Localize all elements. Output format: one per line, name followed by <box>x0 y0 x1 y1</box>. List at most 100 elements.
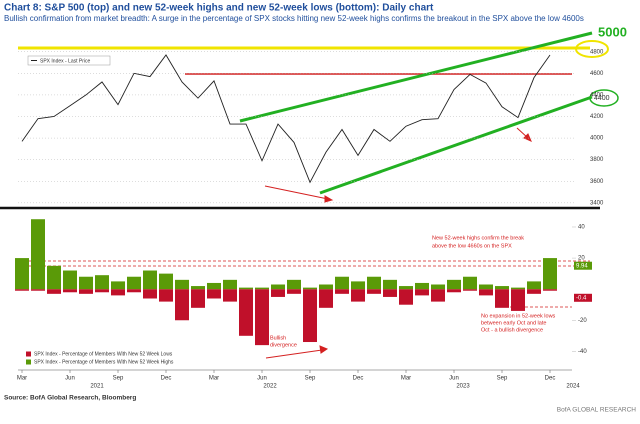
bar <box>207 289 221 299</box>
bar <box>399 286 413 290</box>
bar <box>479 284 493 290</box>
bar <box>511 289 525 311</box>
bar <box>143 289 157 299</box>
bar <box>111 289 125 296</box>
bar <box>463 289 477 291</box>
brand: BofA GLOBAL RESEARCH <box>557 407 637 414</box>
bar <box>351 289 365 302</box>
bar <box>239 287 253 290</box>
bar <box>127 276 141 290</box>
y-tick-label: 4600 <box>590 71 604 77</box>
annotation: 5000 <box>598 24 627 39</box>
bar <box>191 289 205 308</box>
bar <box>239 289 253 336</box>
y-tick-label: 3400 <box>590 200 604 206</box>
highlight <box>575 40 609 58</box>
bar <box>175 279 189 290</box>
y-tick-label: -20 <box>578 318 587 324</box>
bar <box>63 289 77 293</box>
bar <box>335 289 349 294</box>
bar <box>479 289 493 296</box>
bar <box>431 284 445 290</box>
bar <box>431 289 445 302</box>
legend-label: SPX Index - Percentage of Members With N… <box>34 359 174 365</box>
bar <box>303 289 317 343</box>
bar <box>191 286 205 290</box>
bar <box>175 289 189 321</box>
bar <box>255 289 269 346</box>
legend-label: SPX Index - Percentage of Members With N… <box>34 351 173 357</box>
bar <box>15 258 29 290</box>
bar <box>383 279 397 290</box>
bar <box>111 281 125 290</box>
legend-box <box>27 55 111 66</box>
bar <box>47 289 61 294</box>
bar <box>159 289 173 302</box>
bar <box>271 284 285 290</box>
channel-lower <box>319 95 593 195</box>
bar <box>223 289 237 302</box>
chart-title: Chart 8: S&P 500 (top) and new 52-week h… <box>4 3 434 14</box>
annotation: divergence <box>270 342 297 348</box>
bar <box>95 275 109 290</box>
last-value-box <box>574 261 592 270</box>
y-tick-label: 3800 <box>590 157 604 163</box>
y-tick-label: 4800 <box>590 49 604 55</box>
annotation: Oct - a bullish divergence <box>481 327 543 333</box>
legend-swatch <box>26 351 31 357</box>
bar <box>527 289 541 294</box>
bar <box>495 289 509 308</box>
bar <box>399 289 413 305</box>
annotation: No expansion in 52-week lows <box>481 313 556 319</box>
y-tick-label: 4200 <box>590 114 604 120</box>
y-tick-label: 20 <box>578 256 585 262</box>
year-label: 2023 <box>456 384 470 390</box>
x-tick-label: Dec <box>161 376 172 382</box>
x-tick-label: Dec <box>545 376 556 382</box>
x-tick-label: Dec <box>353 376 364 382</box>
chart-subtitle: Bullish confirmation from market breadth… <box>4 14 584 23</box>
bar <box>543 258 557 290</box>
x-tick-label: Mar <box>209 376 219 382</box>
channel-upper <box>239 31 593 123</box>
x-tick-label: Mar <box>17 376 27 382</box>
y-tick-label: 4400 <box>590 92 604 98</box>
y-tick-label: 3600 <box>590 179 604 185</box>
bar <box>447 289 461 293</box>
x-tick-label: Mar <box>401 376 411 382</box>
bar <box>15 289 29 291</box>
bar <box>511 287 525 290</box>
annotation: Bullish <box>270 335 286 341</box>
x-tick-label: Jun <box>449 376 459 382</box>
bar <box>271 289 285 297</box>
bar <box>335 276 349 290</box>
bar <box>95 289 109 293</box>
legend-swatch <box>26 359 31 365</box>
annotation: New 52-week highs confirm the break <box>432 235 524 241</box>
annotation: between early Oct and late <box>481 320 546 326</box>
y-tick-label: 4000 <box>590 136 604 142</box>
bar <box>143 270 157 290</box>
y-tick-label: 40 <box>578 225 585 231</box>
x-tick-label: Jun <box>257 376 267 382</box>
bar <box>495 286 509 290</box>
bar <box>367 289 381 294</box>
last-value-label: 9.94 <box>576 263 588 269</box>
legend-label: SPX Index - Last Price <box>40 58 91 64</box>
source: Source: BofA Global Research, Bloomberg <box>4 395 136 402</box>
bar <box>255 287 269 290</box>
last-value-box <box>574 293 592 302</box>
last-value-label: -0.4 <box>576 295 587 301</box>
x-tick-label: Sep <box>497 376 508 382</box>
x-tick-label: Sep <box>305 376 316 382</box>
bar <box>63 270 77 290</box>
bar <box>287 279 301 290</box>
bar <box>159 273 173 290</box>
bar <box>463 276 477 290</box>
bar <box>207 282 221 290</box>
bar <box>127 289 141 293</box>
y-tick-label: -40 <box>578 349 587 355</box>
bar <box>415 289 429 296</box>
year-label: 2021 <box>90 384 104 390</box>
